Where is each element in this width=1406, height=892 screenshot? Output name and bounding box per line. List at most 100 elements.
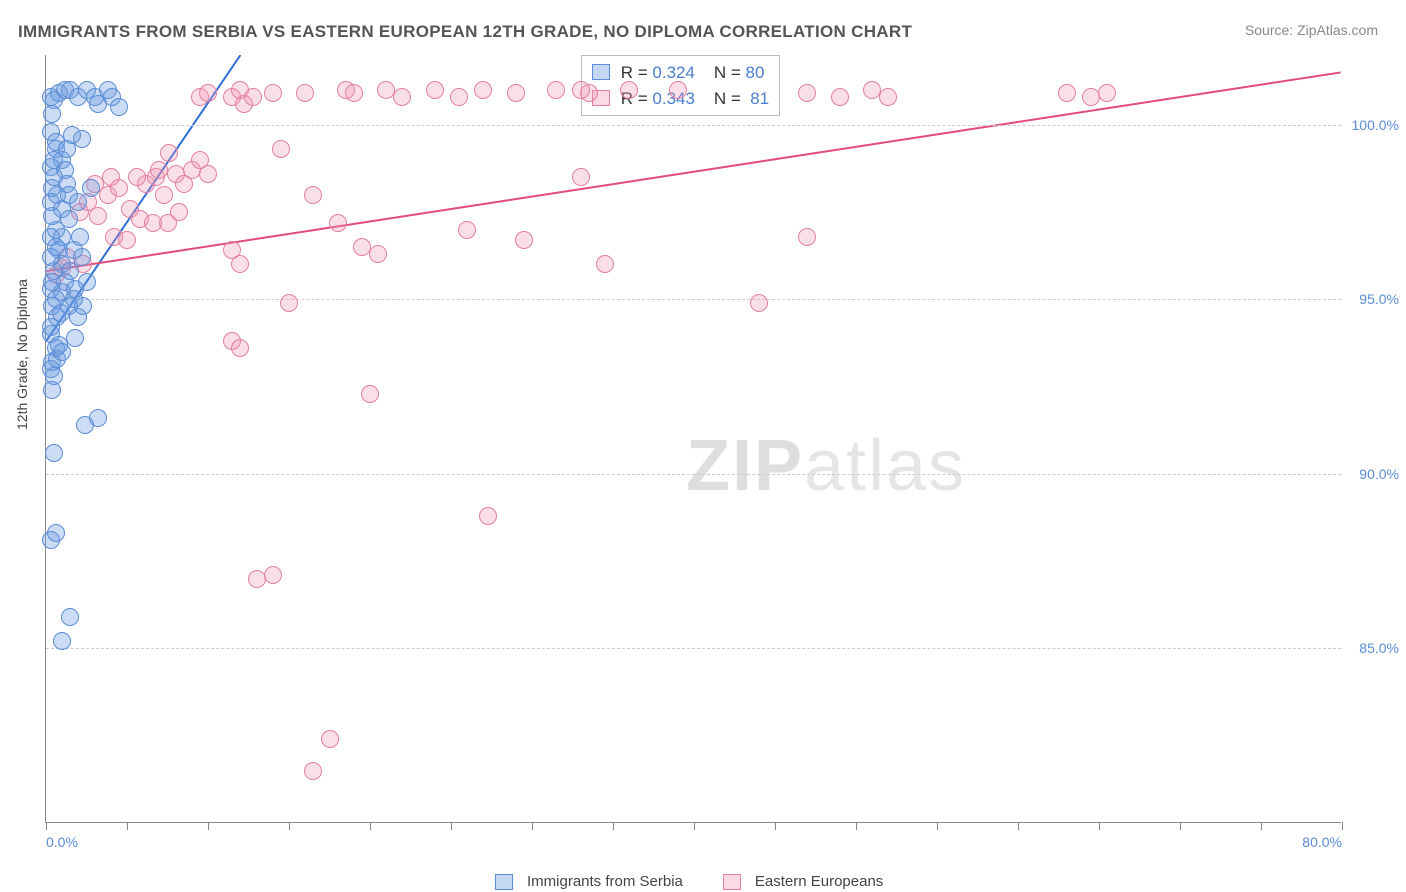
data-point-pink xyxy=(474,81,492,99)
data-point-pink xyxy=(345,84,363,102)
data-point-blue xyxy=(82,179,100,197)
x-tick xyxy=(1018,822,1019,830)
x-tick xyxy=(1261,822,1262,830)
data-point-pink xyxy=(244,88,262,106)
data-point-pink xyxy=(572,81,590,99)
legend-text: Immigrants from Serbia xyxy=(527,873,683,890)
data-point-pink xyxy=(231,255,249,273)
data-point-pink xyxy=(272,140,290,158)
x-tick-label: 80.0% xyxy=(1302,834,1342,850)
data-point-blue xyxy=(45,444,63,462)
x-tick xyxy=(208,822,209,830)
y-tick-label: 100.0% xyxy=(1352,117,1399,133)
data-point-pink xyxy=(105,228,123,246)
data-point-pink xyxy=(393,88,411,106)
data-point-blue xyxy=(73,248,91,266)
data-point-pink xyxy=(879,88,897,106)
data-point-pink xyxy=(155,186,173,204)
data-point-pink xyxy=(89,207,107,225)
data-point-blue xyxy=(110,98,128,116)
data-point-pink xyxy=(369,245,387,263)
data-point-pink xyxy=(620,81,638,99)
x-tick xyxy=(694,822,695,830)
source-link[interactable]: ZipAtlas.com xyxy=(1297,22,1378,38)
legend-swatch-blue-icon xyxy=(495,874,513,890)
data-point-pink xyxy=(199,84,217,102)
data-point-pink xyxy=(1058,84,1076,102)
data-point-blue xyxy=(43,273,61,291)
data-point-blue xyxy=(66,329,84,347)
x-tick xyxy=(46,822,47,830)
data-point-pink xyxy=(160,144,178,162)
y-axis-label: 12th Grade, No Diploma xyxy=(14,279,30,430)
plot-area: ZIPatlas R = 0.324 N = 80 R = 0.343 N = … xyxy=(45,55,1341,823)
data-point-pink xyxy=(248,570,266,588)
data-point-pink xyxy=(231,339,249,357)
data-point-pink xyxy=(1082,88,1100,106)
x-tick xyxy=(937,822,938,830)
y-tick-label: 90.0% xyxy=(1359,466,1399,482)
data-point-pink xyxy=(515,231,533,249)
data-point-pink xyxy=(1098,84,1116,102)
data-point-pink xyxy=(304,186,322,204)
data-point-blue xyxy=(53,343,71,361)
swatch-blue-icon xyxy=(592,64,610,80)
gridline xyxy=(46,474,1341,475)
gridline xyxy=(46,125,1341,126)
data-point-pink xyxy=(128,168,146,186)
data-point-blue xyxy=(60,210,78,228)
data-point-blue xyxy=(53,632,71,650)
y-tick-label: 95.0% xyxy=(1359,291,1399,307)
x-tick-label: 0.0% xyxy=(46,834,78,850)
data-point-pink xyxy=(750,294,768,312)
data-point-blue xyxy=(71,228,89,246)
data-point-pink xyxy=(361,385,379,403)
x-tick xyxy=(1180,822,1181,830)
watermark: ZIPatlas xyxy=(686,425,966,507)
data-point-pink xyxy=(170,203,188,221)
data-point-blue xyxy=(45,168,63,186)
data-point-pink xyxy=(479,507,497,525)
data-point-pink xyxy=(426,81,444,99)
trend-lines xyxy=(46,55,1341,822)
x-tick xyxy=(775,822,776,830)
x-tick xyxy=(532,822,533,830)
data-point-pink xyxy=(199,165,217,183)
data-point-pink xyxy=(596,255,614,273)
data-point-pink xyxy=(669,81,687,99)
gridline xyxy=(46,299,1341,300)
data-point-pink xyxy=(321,730,339,748)
data-point-pink xyxy=(280,294,298,312)
data-point-pink xyxy=(296,84,314,102)
data-point-pink xyxy=(144,214,162,232)
data-point-blue xyxy=(66,280,84,298)
data-point-pink xyxy=(450,88,468,106)
data-point-blue xyxy=(60,186,78,204)
legend-item-blue: Immigrants from Serbia xyxy=(495,873,683,890)
x-tick xyxy=(451,822,452,830)
data-point-pink xyxy=(458,221,476,239)
data-point-blue xyxy=(89,409,107,427)
data-point-pink xyxy=(831,88,849,106)
data-point-pink xyxy=(110,179,128,197)
data-point-blue xyxy=(47,524,65,542)
source-label: Source: ZipAtlas.com xyxy=(1245,22,1378,38)
data-point-pink xyxy=(798,84,816,102)
data-point-pink xyxy=(329,214,347,232)
x-tick xyxy=(370,822,371,830)
data-point-pink xyxy=(547,81,565,99)
data-point-blue xyxy=(42,193,60,211)
legend-swatch-pink-icon xyxy=(723,874,741,890)
x-tick xyxy=(856,822,857,830)
x-tick xyxy=(127,822,128,830)
data-point-pink xyxy=(264,566,282,584)
legend-item-pink: Eastern Europeans xyxy=(723,873,883,890)
data-point-pink xyxy=(798,228,816,246)
x-tick xyxy=(289,822,290,830)
x-tick xyxy=(1342,822,1343,830)
data-point-blue xyxy=(74,297,92,315)
data-point-blue xyxy=(45,151,63,169)
data-point-pink xyxy=(264,84,282,102)
gridline xyxy=(46,648,1341,649)
data-point-blue xyxy=(61,608,79,626)
